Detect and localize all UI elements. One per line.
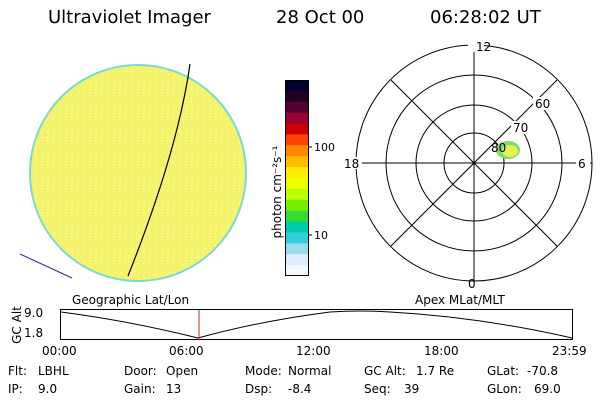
timeline-tick-2359: 23:59: [552, 344, 587, 358]
glon-value: 69.0: [534, 382, 561, 396]
colorbar-segment: [285, 134, 309, 146]
colorbar-segment: [285, 188, 309, 201]
colorbar-tick-100: 100: [314, 141, 335, 154]
glat-label: GLat:: [487, 364, 520, 378]
gain-label: Gain:: [124, 382, 156, 396]
polar-label-12: 12: [476, 40, 491, 54]
glat-value: -70.8: [527, 364, 559, 378]
altitude-curve: [60, 310, 573, 339]
polar-plot: 12 6 0 18 60 70 80: [342, 40, 593, 291]
ip-label: IP:: [8, 382, 23, 396]
colorbar-segment: [285, 210, 309, 223]
timeline-y-top: 9.0: [24, 306, 44, 320]
gain-value: 13: [166, 382, 182, 396]
filter-label: Flt:: [8, 364, 27, 378]
colorbar-segment: [285, 254, 309, 266]
timeline-tick-0000: 00:00: [42, 344, 77, 358]
gcalt-label: GC Alt:: [364, 364, 406, 378]
altitude-timeline: [60, 309, 573, 340]
colorbar-segment: [285, 101, 309, 114]
colorbar-segment: [285, 265, 309, 277]
earth-image: [19, 63, 247, 282]
color-bar: [285, 80, 309, 277]
polar-label-80: 80: [491, 141, 506, 155]
timeline-tick-1800: 18:00: [424, 344, 459, 358]
dsp-value: -8.4: [288, 382, 312, 396]
polar-label-0: 0: [468, 277, 476, 291]
colorbar-segment: [285, 178, 309, 190]
colorbar-ticks: 100 10: [309, 141, 335, 242]
seq-label: Seq:: [364, 382, 391, 396]
timeline-right-title: Apex MLat/MLT: [415, 293, 505, 307]
colorbar-segment: [285, 243, 309, 255]
orbit-track-line: [19, 253, 73, 279]
observation-time: 06:28:02 UT: [430, 7, 541, 28]
observation-date: 28 Oct 00: [276, 7, 365, 28]
colorbar-segment: [285, 156, 309, 168]
colorbar-segment: [285, 123, 309, 136]
polar-label-6: 6: [578, 157, 586, 171]
terminator-line: [127, 63, 191, 277]
colorbar-segment: [285, 90, 309, 103]
colorbar-segment: [285, 112, 309, 125]
timeline-y-axis-title: GC Alt: [10, 306, 24, 344]
door-value: Open: [166, 364, 199, 378]
timeline-left-title: Geographic Lat/Lon: [72, 293, 190, 307]
aurora-spot: [496, 141, 520, 159]
mode-label: Mode:: [245, 364, 282, 378]
colorbar-segment: [285, 221, 309, 234]
colorbar-segment: [285, 145, 309, 157]
colorbar-tick-10: 10: [314, 229, 328, 242]
colorbar-segment: [285, 167, 309, 179]
mode-value: Normal: [288, 364, 332, 378]
seq-value: 39: [404, 382, 420, 396]
timeline-tick-1200: 12:00: [296, 344, 331, 358]
colorbar-unit-label: photon cm⁻²s⁻¹: [270, 145, 284, 239]
gcalt-value: 1.7 Re: [416, 364, 455, 378]
colorbar-segment: [285, 80, 309, 92]
filter-value: LBHL: [38, 364, 69, 378]
door-label: Door:: [124, 364, 157, 378]
polar-label-18: 18: [344, 157, 359, 171]
timeline-y-bottom: 1.8: [24, 326, 44, 340]
ip-value: 9.0: [38, 382, 58, 396]
dsp-label: Dsp:: [245, 382, 273, 396]
colorbar-segment: [285, 232, 309, 244]
timeline-tick-0600: 06:00: [169, 344, 204, 358]
polar-label-60: 60: [535, 97, 550, 111]
glon-label: GLon:: [487, 382, 522, 396]
instrument-title: Ultraviolet Imager: [48, 7, 211, 28]
polar-label-70: 70: [513, 121, 528, 135]
colorbar-segment: [285, 199, 309, 212]
